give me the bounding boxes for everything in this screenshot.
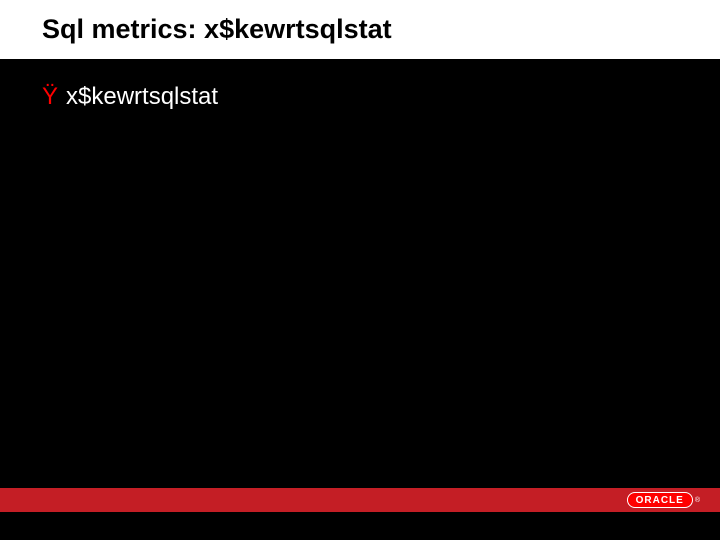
slide-title: Sql metrics: x$kewrtsqlstat <box>42 14 720 45</box>
oracle-logo: ORACLE ® <box>627 492 700 508</box>
bullet-item: Ÿ x$kewrtsqlstat <box>42 83 720 111</box>
footer-bar: ORACLE ® <box>0 488 720 512</box>
bullet-marker: Ÿ <box>42 83 58 111</box>
slide-container: Sql metrics: x$kewrtsqlstat Ÿ x$kewrtsql… <box>0 0 720 540</box>
bullet-text: x$kewrtsqlstat <box>66 83 218 111</box>
registered-mark: ® <box>695 497 700 504</box>
title-area: Sql metrics: x$kewrtsqlstat <box>0 0 720 59</box>
logo-text: ORACLE <box>636 495 684 506</box>
logo-box: ORACLE <box>627 492 693 508</box>
body-area: Ÿ x$kewrtsqlstat <box>0 59 720 111</box>
